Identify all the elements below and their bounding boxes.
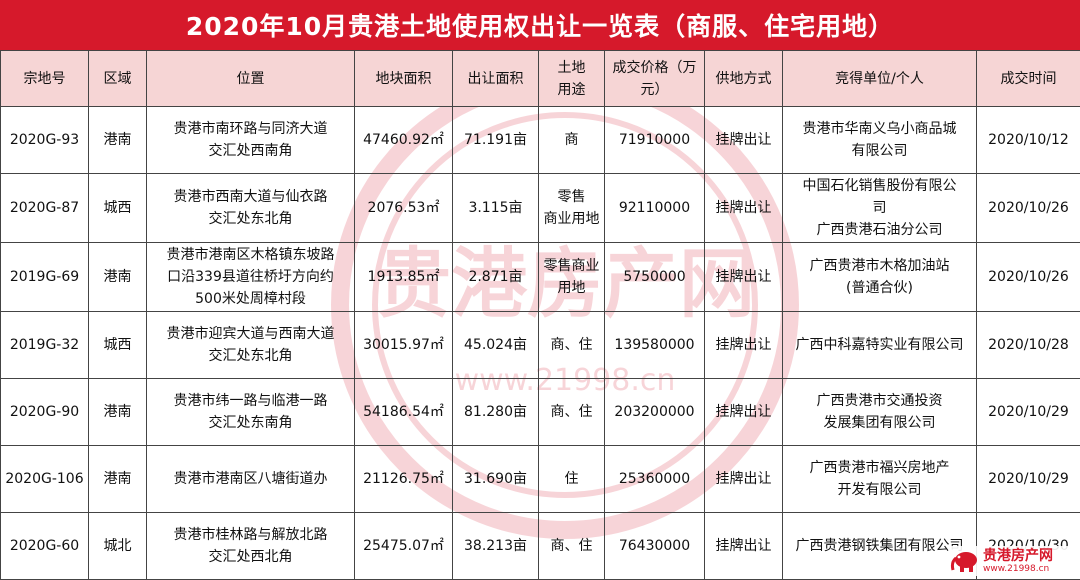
elephant-icon (950, 548, 980, 574)
cell-parcel-no: 2019G-69 (1, 243, 89, 312)
cell-land-use: 住 (539, 446, 605, 513)
cell-price: 25360000 (605, 446, 705, 513)
cell-date: 2020/10/12 (977, 107, 1080, 174)
cell-winner: 广西贵港钢铁集团有限公司 (783, 513, 977, 580)
cell-price: 5750000 (605, 243, 705, 312)
cell-district: 城西 (89, 174, 147, 243)
cell-price: 139580000 (605, 312, 705, 379)
header-cell-parcel-area: 地块面积 (355, 51, 453, 107)
header-cell-price: 成交价格（万 元） (605, 51, 705, 107)
cell-district: 港南 (89, 107, 147, 174)
header-cell-location: 位置 (147, 51, 355, 107)
cell-winner: 贵港市华南义乌小商品城 有限公司 (783, 107, 977, 174)
cell-parcel-area: 21126.75㎡ (355, 446, 453, 513)
cell-parcel-area: 47460.92㎡ (355, 107, 453, 174)
cell-supply-method: 挂牌出让 (705, 243, 783, 312)
cell-transfer-area: 3.115亩 (453, 174, 539, 243)
cell-transfer-area: 71.191亩 (453, 107, 539, 174)
cell-parcel-area: 1913.85㎡ (355, 243, 453, 312)
cell-transfer-area: 81.280亩 (453, 379, 539, 446)
header-cell-date: 成交时间 (977, 51, 1080, 107)
cell-transfer-area: 2.871亩 (453, 243, 539, 312)
cell-transfer-area: 45.024亩 (453, 312, 539, 379)
cell-price: 71910000 (605, 107, 705, 174)
cell-district: 港南 (89, 379, 147, 446)
cell-date: 2020/10/29 (977, 379, 1080, 446)
cell-winner: 广西贵港市木格加油站 (普通合伙) (783, 243, 977, 312)
cell-parcel-area: 2076.53㎡ (355, 174, 453, 243)
cell-supply-method: 挂牌出让 (705, 107, 783, 174)
table-row: 2019G-69 港南 贵港市港南区木格镇东坡路 口沿339县道往桥圩方向约 5… (1, 243, 1080, 312)
cell-parcel-no: 2020G-106 (1, 446, 89, 513)
table-row: 2020G-87 城西 贵港市西南大道与仙衣路 交汇处东北角 2076.53㎡ … (1, 174, 1080, 243)
cell-price: 203200000 (605, 379, 705, 446)
table-title: 2020年10月贵港土地使用权出让一览表（商服、住宅用地） (186, 7, 894, 43)
cell-supply-method: 挂牌出让 (705, 446, 783, 513)
site-logo: 贵港房产网 www.21998.cn (950, 546, 1076, 576)
cell-parcel-no: 2020G-90 (1, 379, 89, 446)
cell-parcel-no: 2020G-93 (1, 107, 89, 174)
cell-location: 贵港市南环路与同济大道 交汇处西南角 (147, 107, 355, 174)
cell-date: 2020/10/26 (977, 174, 1080, 243)
table-title-bar: 2020年10月贵港土地使用权出让一览表（商服、住宅用地） (0, 0, 1080, 50)
cell-parcel-area: 25475.07㎡ (355, 513, 453, 580)
logo-text: 贵港房产网 (983, 549, 1053, 564)
cell-supply-method: 挂牌出让 (705, 513, 783, 580)
cell-land-use: 零售商业 用地 (539, 243, 605, 312)
logo-url: www.21998.cn (983, 564, 1053, 574)
header-cell-district: 区域 (89, 51, 147, 107)
cell-price: 92110000 (605, 174, 705, 243)
table-row: 2020G-93 港南 贵港市南环路与同济大道 交汇处西南角 47460.92㎡… (1, 107, 1080, 174)
cell-location: 贵港市西南大道与仙衣路 交汇处东北角 (147, 174, 355, 243)
cell-parcel-no: 2020G-60 (1, 513, 89, 580)
cell-land-use: 商、住 (539, 513, 605, 580)
cell-location: 贵港市迎宾大道与西南大道 交汇处东北角 (147, 312, 355, 379)
cell-land-use: 商 (539, 107, 605, 174)
cell-district: 城西 (89, 312, 147, 379)
cell-supply-method: 挂牌出让 (705, 312, 783, 379)
cell-land-use: 商、住 (539, 379, 605, 446)
cell-location: 贵港市港南区八塘街道办 (147, 446, 355, 513)
header-cell-supply-method: 供地方式 (705, 51, 783, 107)
cell-district: 港南 (89, 243, 147, 312)
cell-district: 港南 (89, 446, 147, 513)
cell-transfer-area: 31.690亩 (453, 446, 539, 513)
cell-winner: 广西贵港市福兴房地产 开发有限公司 (783, 446, 977, 513)
cell-land-use: 商、住 (539, 312, 605, 379)
header-cell-parcel-no: 宗地号 (1, 51, 89, 107)
cell-price: 76430000 (605, 513, 705, 580)
cell-land-use: 零售 商业用地 (539, 174, 605, 243)
cell-supply-method: 挂牌出让 (705, 174, 783, 243)
cell-winner: 中国石化销售股份有限公 司 广西贵港石油分公司 (783, 174, 977, 243)
header-cell-land-use: 土地 用途 (539, 51, 605, 107)
cell-location: 贵港市纬一路与临港一路 交汇处东南角 (147, 379, 355, 446)
cell-parcel-area: 30015.97㎡ (355, 312, 453, 379)
cell-winner: 广西贵港市交通投资 发展集团有限公司 (783, 379, 977, 446)
table-row: 2020G-60 城北 贵港市桂林路与解放北路 交汇处西北角 25475.07㎡… (1, 513, 1080, 580)
cell-district: 城北 (89, 513, 147, 580)
land-transfer-table: 宗地号 区域 位置 地块面积 出让面积 土地 用途 成交价格（万 元） 供地方式… (0, 50, 1080, 580)
header-cell-winner: 竞得单位/个人 (783, 51, 977, 107)
cell-date: 2020/10/28 (977, 312, 1080, 379)
table-row: 2020G-106 港南 贵港市港南区八塘街道办 21126.75㎡ 31.69… (1, 446, 1080, 513)
header-cell-transfer-area: 出让面积 (453, 51, 539, 107)
cell-transfer-area: 38.213亩 (453, 513, 539, 580)
cell-parcel-area: 54186.54㎡ (355, 379, 453, 446)
cell-date: 2020/10/29 (977, 446, 1080, 513)
header-row: 宗地号 区域 位置 地块面积 出让面积 土地 用途 成交价格（万 元） 供地方式… (1, 51, 1080, 107)
table-row: 2019G-32 城西 贵港市迎宾大道与西南大道 交汇处东北角 30015.97… (1, 312, 1080, 379)
cell-date: 2020/10/26 (977, 243, 1080, 312)
table-row: 2020G-90 港南 贵港市纬一路与临港一路 交汇处东南角 54186.54㎡… (1, 379, 1080, 446)
cell-supply-method: 挂牌出让 (705, 379, 783, 446)
cell-location: 贵港市港南区木格镇东坡路 口沿339县道往桥圩方向约 500米处周樟村段 (147, 243, 355, 312)
cell-parcel-no: 2019G-32 (1, 312, 89, 379)
cell-parcel-no: 2020G-87 (1, 174, 89, 243)
cell-location: 贵港市桂林路与解放北路 交汇处西北角 (147, 513, 355, 580)
cell-winner: 广西中科嘉特实业有限公司 (783, 312, 977, 379)
